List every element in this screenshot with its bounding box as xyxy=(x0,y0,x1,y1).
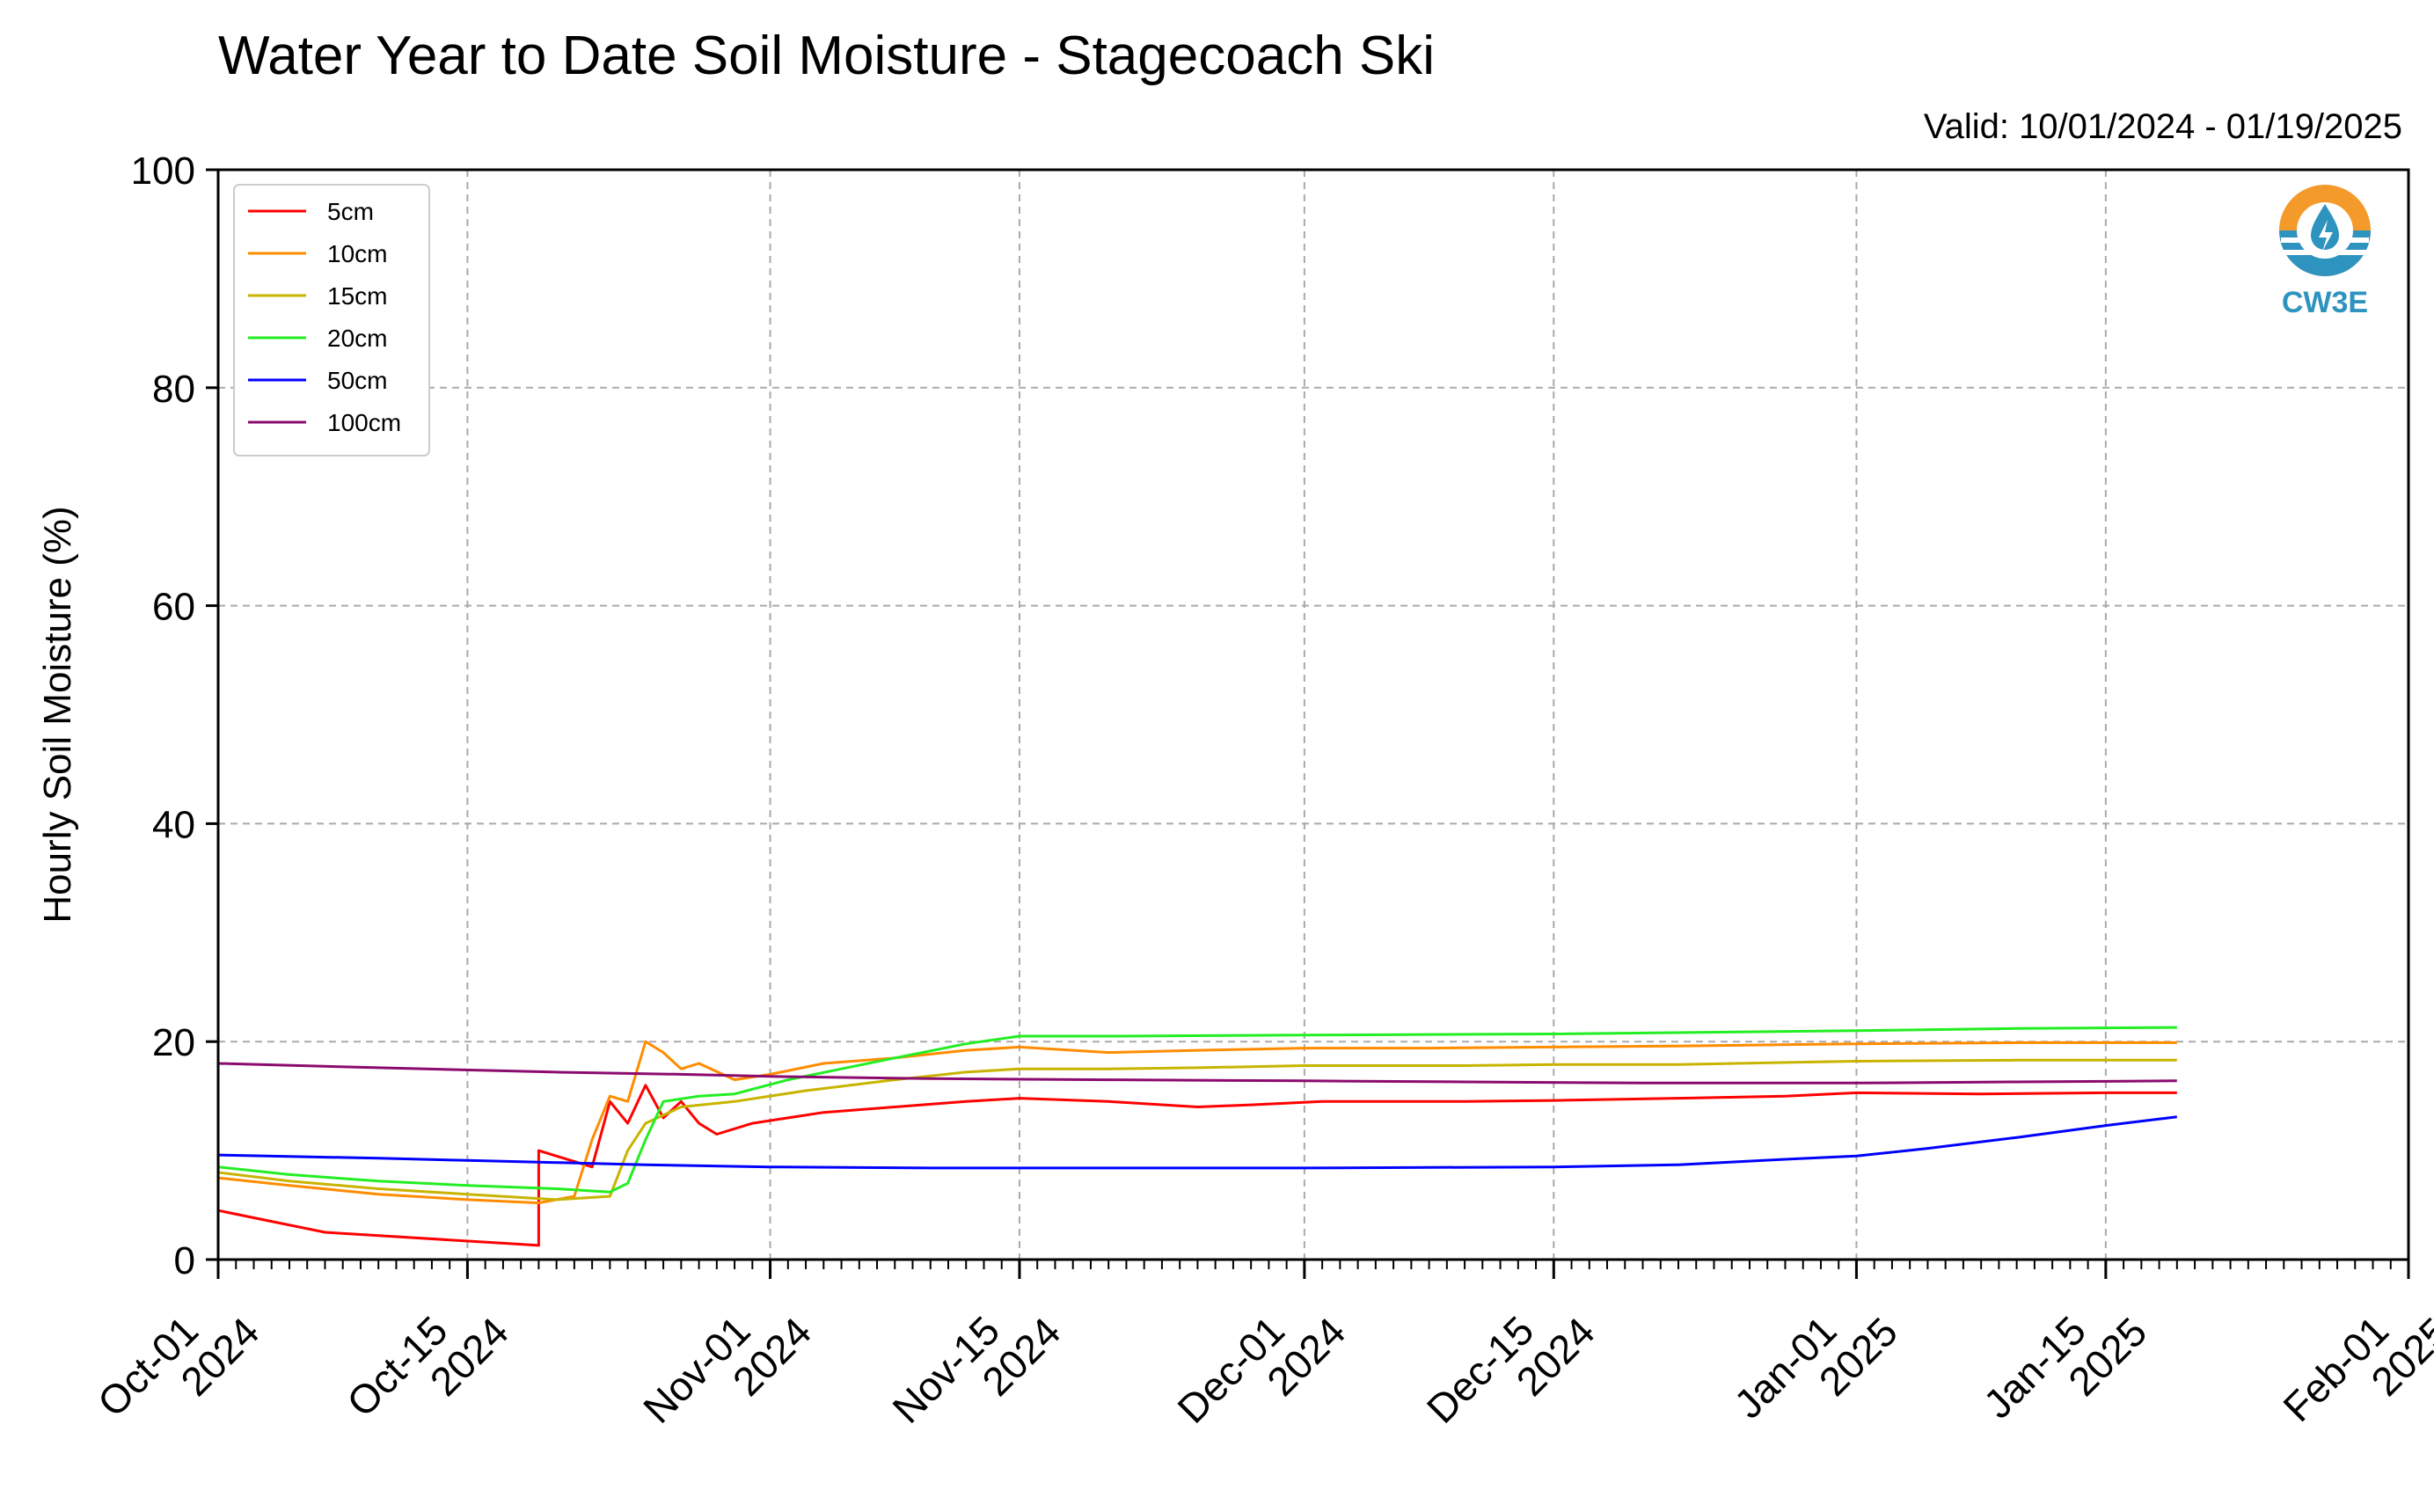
svg-text:Dec-152024: Dec-152024 xyxy=(1418,1277,1604,1463)
x-tick-label: Jan-152025 xyxy=(1975,1277,2156,1458)
x-tick-label: Feb-012025 xyxy=(2274,1277,2434,1461)
svg-text:Jan-152025: Jan-152025 xyxy=(1975,1277,2156,1458)
x-tick-label: Oct-152024 xyxy=(338,1277,517,1457)
series-line-15cm xyxy=(217,1058,2177,1202)
plot-area-frame xyxy=(216,168,2410,1261)
x-tick-labels: Oct-012024 Oct-152024 Nov-012024 Nov-152024… xyxy=(89,1277,2434,1463)
legend-entry: 5cm xyxy=(248,198,374,225)
x-tick-label: Nov-152024 xyxy=(883,1277,1069,1463)
y-tick-labels: 0 20 40 60 80 100 xyxy=(131,150,195,1282)
x-tick-label: Jan-012025 xyxy=(1725,1277,1906,1458)
legend-label: 50cm xyxy=(327,367,387,394)
legend-entry: 50cm xyxy=(248,367,387,394)
legend-entry: 10cm xyxy=(248,240,387,267)
y-tick-label: 20 xyxy=(152,1021,195,1064)
y-tick-label: 0 xyxy=(174,1239,195,1282)
y-tick-label: 60 xyxy=(152,586,195,629)
series-line-50cm xyxy=(217,1115,2177,1170)
x-tick-label: Dec-012024 xyxy=(1168,1277,1354,1463)
legend-label: 20cm xyxy=(327,325,387,352)
legend: 5cm 10cm 15cm 20cm 50cm 100cm xyxy=(233,184,430,457)
svg-text:Oct-012024: Oct-012024 xyxy=(89,1277,268,1457)
y-tick-label: 40 xyxy=(152,803,195,846)
series-line-10cm xyxy=(217,1040,2177,1205)
series-lines xyxy=(217,1026,2177,1247)
legend-label: 100cm xyxy=(327,409,401,436)
legend-entry: 15cm xyxy=(248,282,387,310)
svg-text:Oct-152024: Oct-152024 xyxy=(338,1277,517,1457)
logo-text: CW3E xyxy=(2282,286,2368,319)
svg-text:Feb-012025: Feb-012025 xyxy=(2274,1277,2434,1461)
axis-ticks xyxy=(206,168,2410,1279)
legend-label: 10cm xyxy=(327,240,387,267)
legend-label: 15cm xyxy=(327,282,387,310)
cw3e-logo: CW3E xyxy=(2279,185,2371,319)
x-tick-label: Oct-012024 xyxy=(89,1277,268,1457)
y-axis-label: Hourly Soil Moisture (%) xyxy=(36,506,79,923)
x-tick-label: Dec-152024 xyxy=(1418,1277,1604,1463)
valid-date-range: Valid: 10/01/2024 - 01/19/2025 xyxy=(1923,107,2402,146)
svg-text:Nov-152024: Nov-152024 xyxy=(883,1277,1069,1463)
svg-text:Dec-012024: Dec-012024 xyxy=(1168,1277,1354,1463)
series-line-20cm xyxy=(217,1026,2177,1194)
legend-label: 5cm xyxy=(327,198,374,225)
svg-text:Nov-012024: Nov-012024 xyxy=(634,1277,820,1463)
grid-lines xyxy=(218,170,2408,1260)
y-tick-label: 80 xyxy=(152,368,195,411)
x-tick-label: Nov-012024 xyxy=(634,1277,820,1463)
series-line-100cm xyxy=(217,1062,2177,1085)
y-tick-label: 100 xyxy=(131,150,195,193)
chart-title: Water Year to Date Soil Moisture - Stage… xyxy=(218,26,1436,86)
series-line-5cm xyxy=(217,1084,2177,1247)
svg-text:Jan-012025: Jan-012025 xyxy=(1725,1277,1906,1458)
legend-entry: 20cm xyxy=(248,325,387,352)
legend-entry: 100cm xyxy=(248,409,401,436)
